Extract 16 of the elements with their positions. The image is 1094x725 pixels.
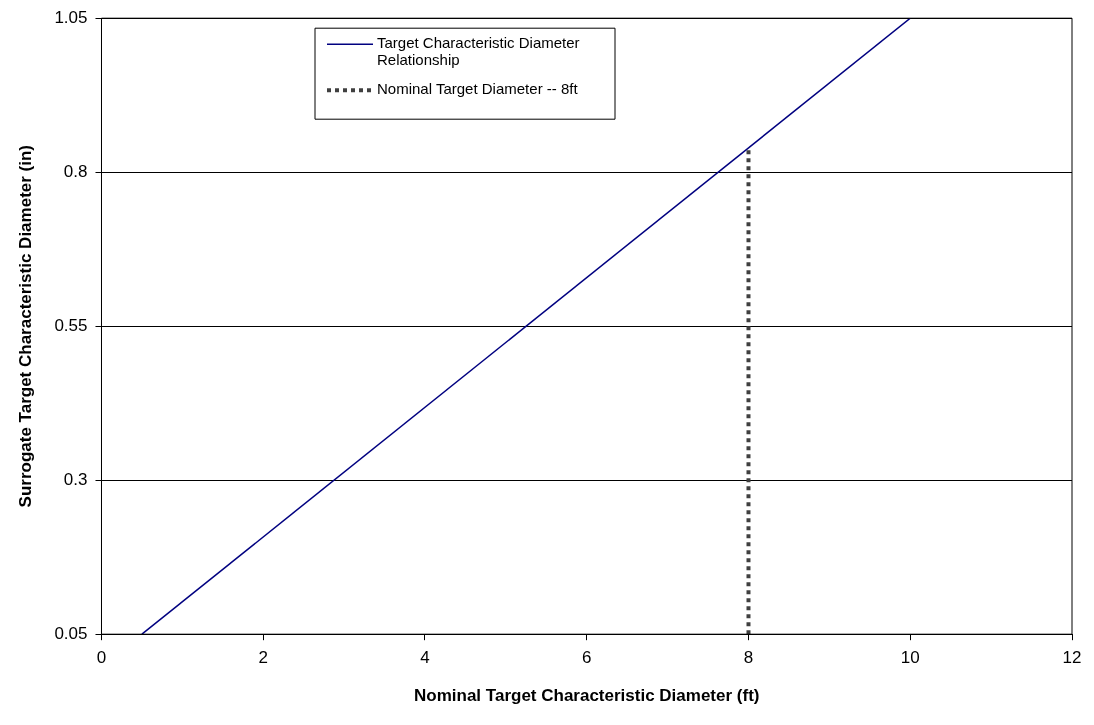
x-tick-label: 8 [743, 648, 754, 668]
x-tick-label: 10 [900, 648, 920, 668]
y-axis-title: Surrogate Target Characteristic Diameter (in) [15, 144, 35, 508]
x-tick-label: 4 [420, 648, 430, 668]
x-axis-title: Nominal Target Characteristic Diameter (ft) [414, 686, 760, 706]
y-tick-label: 0.3 [63, 469, 88, 489]
x-tick-label: 12 [1062, 648, 1082, 668]
x-tick-label: 6 [582, 648, 592, 668]
y-tick-label: 0.8 [63, 161, 88, 181]
x-tick-label: 2 [258, 648, 268, 668]
legend-label: Target Characteristic Diameter Relationship [377, 34, 580, 69]
y-tick-label: 1.05 [54, 7, 88, 27]
y-tick-label: 0.55 [54, 315, 88, 335]
y-tick-label: 0.05 [54, 623, 88, 643]
x-tick-label: 0 [96, 648, 107, 668]
legend-label: Nominal Target Diameter -- 8ft [377, 80, 579, 98]
